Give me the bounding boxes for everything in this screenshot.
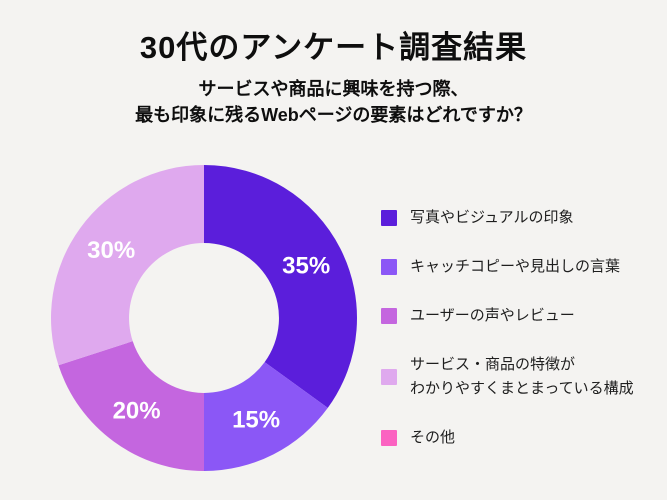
legend-item-0: 写真やビジュアルの印象 — [381, 206, 634, 230]
legend-swatch-1 — [381, 259, 397, 275]
legend-item-2: ユーザーの声やレビュー — [381, 304, 634, 328]
legend-swatch-3 — [381, 369, 397, 385]
donut-segment-2 — [58, 341, 205, 471]
segment-value-label-1: 15% — [232, 407, 280, 434]
segment-value-label-3: 30% — [87, 237, 135, 264]
legend-item-3: サービス・商品の特徴が わかりやすくまとまっている構成 — [381, 353, 634, 401]
donut-chart: 35% 15% 20% 30% — [51, 165, 357, 471]
segment-value-label-0: 35% — [282, 252, 330, 279]
page-subtitle: サービスや商品に興味を持つ際、 最も印象に残るWebページの要素はどれですか？ — [135, 79, 532, 126]
legend-swatch-4 — [381, 430, 397, 446]
legend-label-0: 写真やビジュアルの印象 — [410, 209, 574, 226]
legend-label-2: ユーザーの声やレビュー — [410, 307, 575, 324]
chart-legend: 写真やビジュアルの印象キャッチコピーや見出しの言葉 ユーザーの声やレビューサービス… — [381, 206, 634, 450]
legend-label-4: その他 — [410, 429, 456, 446]
donut-segment-0 — [204, 165, 357, 408]
legend-item-1: キャッチコピーや見出しの言葉 — [381, 255, 634, 279]
legend-swatch-2 — [381, 308, 397, 324]
donut-segment-3 — [51, 165, 205, 366]
legend-swatch-0 — [381, 210, 397, 226]
legend-item-4: その他 — [381, 426, 634, 450]
donut-segment-1 — [204, 362, 328, 471]
legend-label-3: サービス・商品の特徴が わかりやすくまとまっている構成 — [410, 356, 634, 397]
legend-label-1: キャッチコピーや見出しの言葉 — [410, 258, 621, 275]
segment-value-label-2: 20% — [113, 397, 161, 424]
page-title: 30代のアンケート調査結果 — [139, 30, 528, 65]
